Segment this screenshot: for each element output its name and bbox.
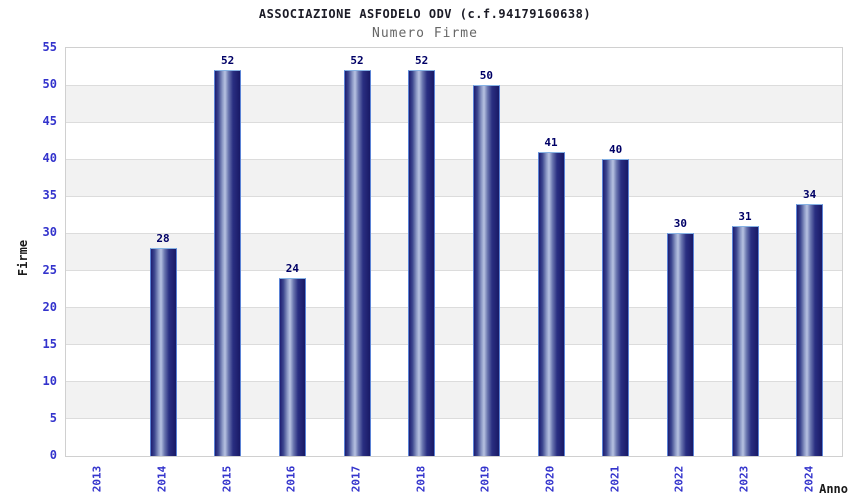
y-tick-label: 35 xyxy=(42,188,57,203)
x-tick-label: 2021 xyxy=(608,465,622,493)
plot-band xyxy=(66,307,842,345)
x-tick-label: 2023 xyxy=(737,465,751,493)
y-tick-label: 5 xyxy=(49,410,57,425)
gridline xyxy=(66,84,842,86)
chart-subtitle: Numero Firme xyxy=(372,26,478,41)
gridline xyxy=(66,232,842,234)
plot-band xyxy=(66,233,842,271)
y-tick-label: 30 xyxy=(42,225,57,240)
y-tick-label: 50 xyxy=(42,77,57,92)
y-axis-title: Firme xyxy=(16,239,30,277)
x-tick-label: 2022 xyxy=(672,465,686,493)
bar-value-label: 28 xyxy=(156,232,170,246)
bar xyxy=(731,226,759,456)
bar-value-label: 40 xyxy=(609,143,623,157)
gridline xyxy=(66,270,842,272)
bar-value-label: 34 xyxy=(803,187,817,201)
bar xyxy=(343,70,371,456)
plot-band xyxy=(66,85,842,123)
bar-value-label: 52 xyxy=(415,54,429,68)
gridline xyxy=(66,121,842,123)
y-tick-label: 10 xyxy=(42,373,57,388)
gridline xyxy=(66,381,842,383)
x-tick-label: 2017 xyxy=(349,465,363,493)
bar-value-label: 30 xyxy=(673,217,687,231)
plot-band xyxy=(66,381,842,419)
bar-value-label: 41 xyxy=(544,135,558,149)
bar-value-label: 50 xyxy=(479,69,493,83)
x-tick-label: 2020 xyxy=(543,465,557,493)
bar xyxy=(537,151,565,456)
y-tick-label: 20 xyxy=(42,299,57,314)
bar-value-label: 24 xyxy=(285,261,299,275)
bar xyxy=(149,248,177,456)
y-tick-label: 40 xyxy=(42,151,57,166)
y-tick-label: 15 xyxy=(42,336,57,351)
y-tick-label: 55 xyxy=(42,40,57,54)
bar xyxy=(796,203,824,456)
x-tick-label: 2014 xyxy=(155,465,169,493)
gridline xyxy=(66,307,842,309)
bar-value-label: 52 xyxy=(350,54,364,68)
x-tick-label: 2019 xyxy=(478,465,492,493)
plot-area: 28 52 24 52 52 50 41 40 30 31 34 xyxy=(65,47,843,457)
gridline xyxy=(66,195,842,197)
gridline xyxy=(66,158,842,160)
x-tick-label: 2013 xyxy=(90,465,104,493)
bar xyxy=(666,233,694,456)
plot-band xyxy=(66,159,842,197)
gridline xyxy=(66,418,842,420)
bar-value-label: 52 xyxy=(221,54,235,68)
bar xyxy=(214,70,242,456)
bar xyxy=(472,85,500,456)
bar xyxy=(278,277,306,456)
gridline xyxy=(66,344,842,346)
x-axis-title: Anno xyxy=(819,482,848,496)
x-tick-label: 2016 xyxy=(284,465,298,493)
bar-value-label: 31 xyxy=(738,210,752,224)
bar xyxy=(408,70,436,456)
y-tick-label: 0 xyxy=(49,448,57,462)
x-tick-label: 2015 xyxy=(220,465,234,493)
bar xyxy=(602,159,630,456)
x-tick-label: 2024 xyxy=(802,465,816,493)
y-tick-label: 45 xyxy=(42,114,57,129)
x-tick-label: 2018 xyxy=(414,465,428,493)
y-tick-label: 25 xyxy=(42,262,57,277)
chart-title: ASSOCIAZIONE ASFODELO ODV (c.f.941791606… xyxy=(258,7,592,21)
